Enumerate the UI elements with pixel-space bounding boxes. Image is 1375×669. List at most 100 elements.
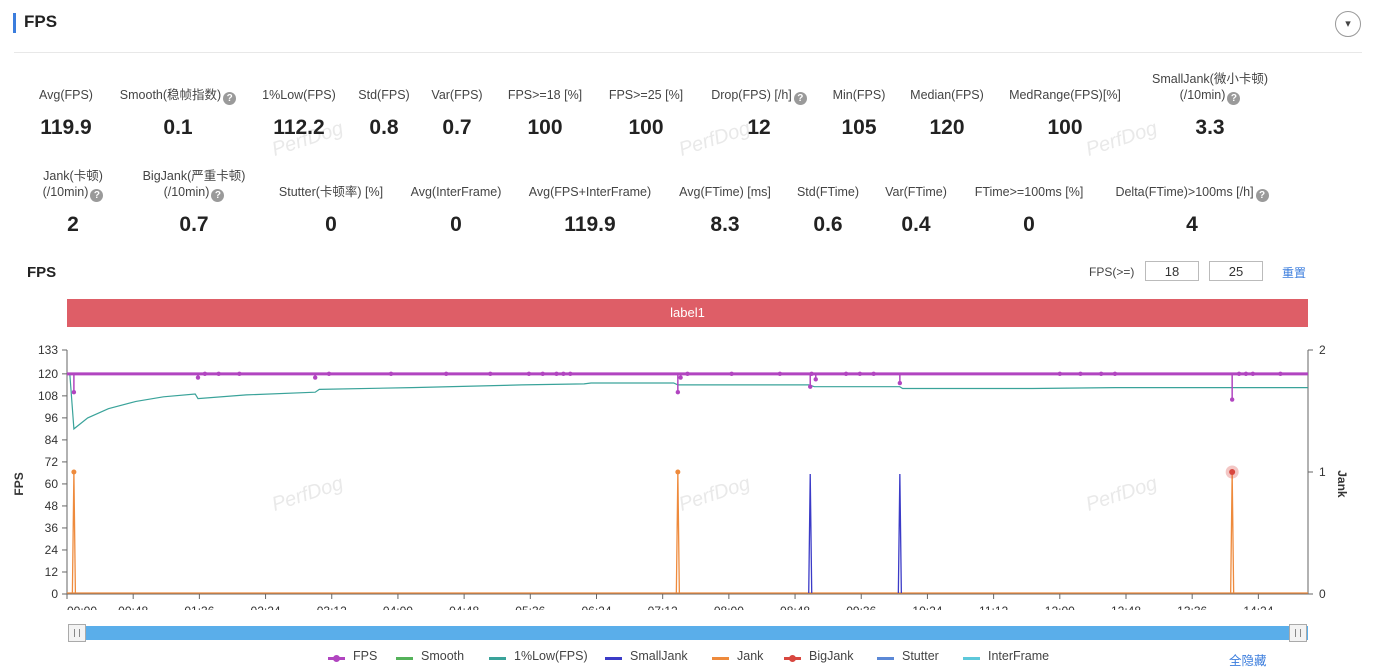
x-tick-label: 00:48: [118, 604, 148, 610]
y-tick-label: 24: [45, 543, 59, 557]
legend-label: Smooth: [421, 649, 465, 663]
fps-point: [1278, 371, 1283, 377]
metric-label: Std(FPS): [358, 88, 410, 102]
x-tick-label: 01:36: [184, 604, 214, 610]
x-tick-label: 14:24: [1243, 604, 1273, 610]
x-tick-label: 04:48: [449, 604, 479, 610]
x-tick-label: 11:12: [979, 604, 1008, 610]
fps-point: [857, 371, 863, 377]
legend-swatch-icon: [489, 657, 506, 660]
metric-value: 12: [747, 116, 771, 139]
fps-point: [809, 371, 814, 377]
jank-point: [71, 469, 77, 475]
label-band[interactable]: label1: [67, 299, 1308, 327]
fps-point: [1236, 371, 1242, 377]
metric-item: Var(FTime) 0.4: [836, 184, 996, 236]
metric-label: Delta(FTime)>100ms [/h]?: [1112, 184, 1272, 202]
fps-threshold-high-input[interactable]: [1209, 261, 1263, 281]
help-icon[interactable]: ?: [1255, 189, 1269, 202]
small-jank-spike: [808, 473, 813, 594]
help-icon[interactable]: ?: [211, 189, 225, 202]
x-tick-label: 07:12: [648, 604, 678, 610]
metric-item: Avg(FTime) [ms] 8.3: [645, 184, 805, 236]
legend-label: 1%Low(FPS): [514, 649, 588, 663]
hide-all-link[interactable]: 全隐藏: [1229, 654, 1267, 668]
y-right-tick-label: 1: [1319, 465, 1326, 479]
metric-value: 112.2: [273, 116, 325, 139]
x-tick-label: 08:48: [780, 604, 810, 610]
chart-title: FPS: [27, 264, 57, 281]
y-tick-label: 0: [51, 587, 58, 601]
x-tick-label: 05:36: [515, 604, 545, 610]
metric-item: FPS>=18 [%] 100: [465, 87, 625, 139]
fps-point: [777, 371, 783, 377]
metric-item: FTime>=100ms [%] 0: [949, 184, 1109, 236]
metric-item: Smooth(稳帧指数)? 0.1: [98, 87, 258, 139]
metric-value: 0.4: [901, 213, 931, 236]
fps-threshold-low-input[interactable]: [1145, 261, 1199, 281]
metric-value: 4: [1186, 213, 1198, 236]
legend-swatch-icon: [605, 657, 622, 660]
fps-dip-point: [1229, 397, 1235, 402]
fps-point: [1250, 371, 1256, 377]
metric-label: BigJank(严重卡顿): [142, 169, 246, 183]
reset-link[interactable]: 重置: [1282, 266, 1307, 280]
legend-marker-icon: [789, 655, 796, 662]
metric-value: 0: [1023, 213, 1035, 236]
fps-point: [237, 371, 242, 377]
y-right-tick-label: 2: [1319, 343, 1326, 357]
metric-label: Avg(FPS+InterFrame): [528, 185, 652, 199]
jank-point: [675, 469, 681, 475]
metric-label: Var(FTime): [885, 185, 947, 199]
metric-value: 105: [841, 116, 877, 139]
fps-point: [326, 371, 332, 377]
slider-right-handle[interactable]: [1289, 624, 1307, 642]
fps-point: [685, 371, 690, 377]
x-tick-label: 03:12: [317, 604, 347, 610]
time-range-slider[interactable]: [68, 626, 1308, 640]
metric-item: Avg(InterFrame) 0: [376, 184, 536, 236]
metric-item: Std(FPS) 0.8: [304, 87, 464, 139]
metric-label: FPS>=18 [%]: [507, 88, 583, 102]
help-icon[interactable]: ?: [1227, 92, 1241, 105]
header-accent-bar: [13, 13, 16, 33]
metric-value: 0.1: [163, 116, 193, 139]
collapse-icon[interactable]: ▾: [1335, 11, 1361, 37]
metric-label-unit: (/10min)?: [0, 184, 153, 202]
metric-item: 1%Low(FPS) 112.2: [219, 87, 379, 139]
x-tick-label: 04:00: [383, 604, 413, 610]
fps-dip-point: [897, 380, 903, 386]
fps-point: [554, 371, 559, 377]
fps-dip-point: [195, 375, 201, 380]
fps-point: [843, 371, 849, 377]
fps-dip-point: [675, 389, 681, 395]
metric-item: BigJank(严重卡顿) (/10min)? 0.7: [114, 168, 274, 236]
fps-point: [1243, 371, 1249, 377]
metric-label: Var(FPS): [431, 88, 483, 102]
metric-item: Min(FPS) 105: [779, 87, 939, 139]
metric-label: Min(FPS): [832, 88, 886, 102]
help-icon[interactable]: ?: [223, 92, 237, 105]
help-icon[interactable]: ?: [90, 189, 104, 202]
big-jank-point: [1229, 469, 1236, 475]
header-divider: [14, 52, 1362, 53]
fps-chart[interactable]: 13312010896847260483624120210FPSJank00:0…: [0, 340, 1375, 610]
legend-swatch-icon: [712, 657, 729, 660]
fps-dip-point: [71, 389, 77, 395]
metric-value: 0.6: [813, 213, 843, 236]
y-axis-title: FPS: [12, 472, 26, 495]
help-icon[interactable]: ?: [793, 92, 807, 105]
metric-label: Avg(InterFrame): [410, 185, 502, 199]
slider-left-handle[interactable]: [68, 624, 86, 642]
metric-label: FPS>=25 [%]: [608, 88, 684, 102]
fps-dip-point: [313, 375, 318, 380]
y-tick-label: 120: [38, 367, 58, 381]
metric-value: 119.9: [564, 213, 616, 236]
metric-item: Var(FPS) 0.7: [377, 87, 537, 139]
metric-value: 0.7: [179, 213, 209, 236]
metric-item: Stutter(卡顿率) [%] 0: [251, 184, 411, 236]
metric-value: 100: [628, 116, 664, 139]
fps-point: [202, 371, 208, 377]
metric-value: 0: [450, 213, 462, 236]
metric-label-unit: (/10min)?: [1130, 87, 1290, 105]
